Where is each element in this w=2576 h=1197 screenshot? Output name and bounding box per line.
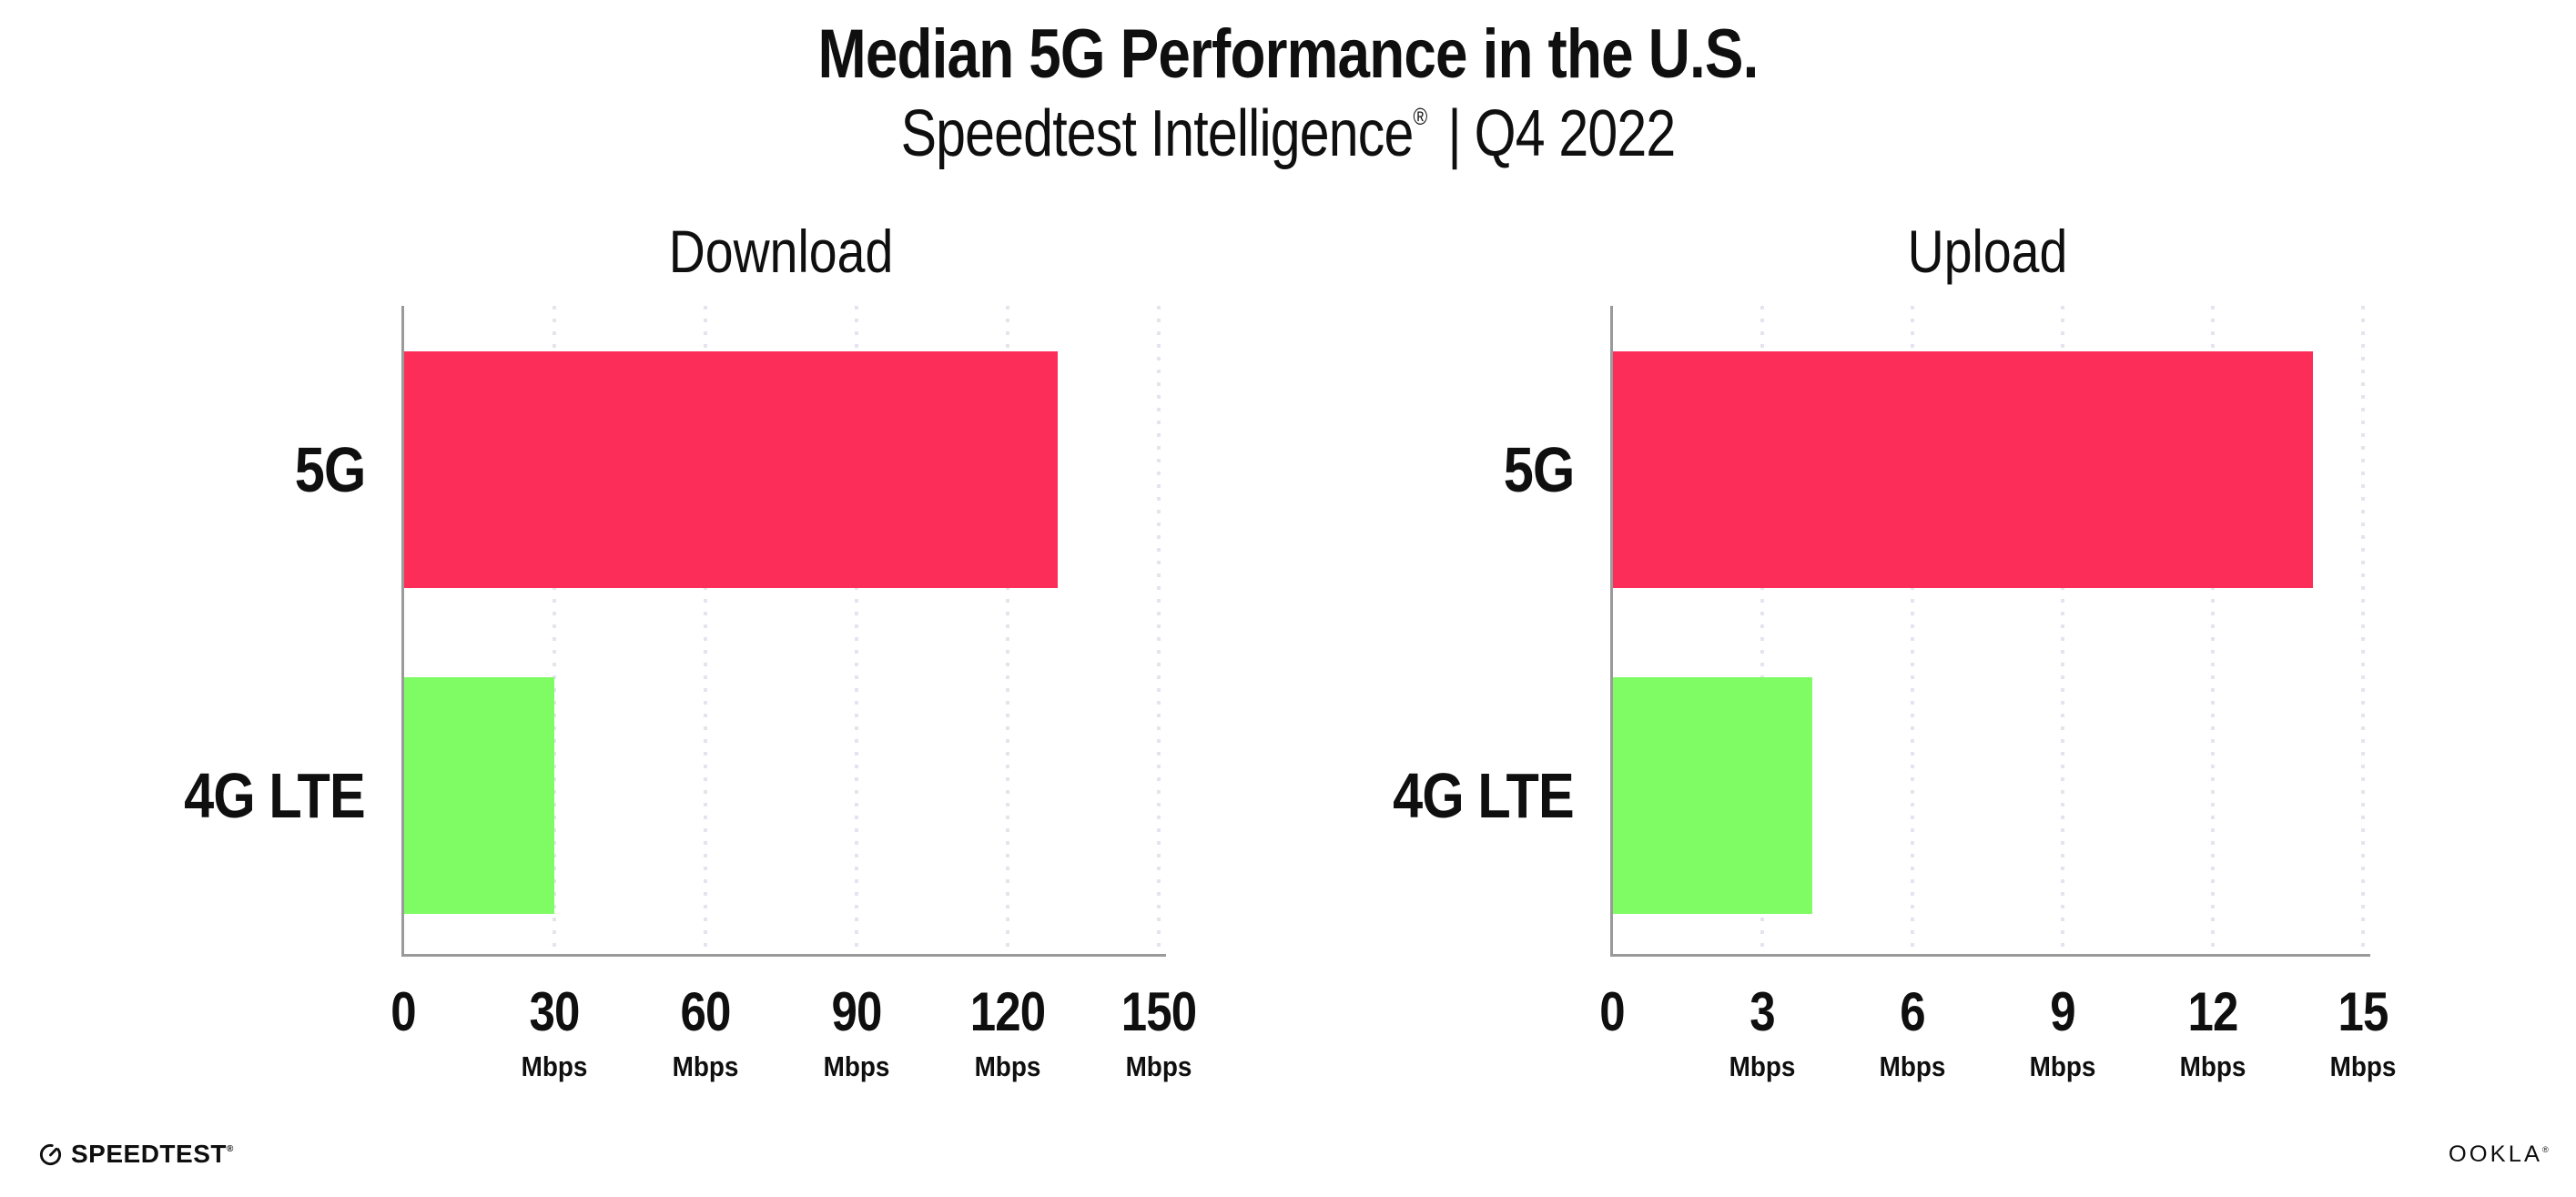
gridline-60: [704, 306, 707, 955]
speedtest-gauge-icon: [39, 1143, 61, 1165]
tick-value: 9: [2050, 981, 2075, 1042]
upload-panel-title: Upload: [1907, 218, 2068, 285]
tick-unit: Mbps: [974, 1050, 1041, 1082]
tick-value: 30: [529, 981, 580, 1042]
gridline-15: [2361, 306, 2365, 955]
tick-unit: Mbps: [1729, 1050, 1796, 1082]
tick-unit: Mbps: [2179, 1050, 2246, 1082]
tick-value: 120: [969, 981, 1046, 1042]
tick-unit: Mbps: [2029, 1050, 2096, 1082]
x-tick-9: 9 Mbps: [2026, 980, 2100, 1083]
tick-value: 60: [680, 981, 731, 1042]
tick-value: 6: [1900, 981, 1925, 1042]
tick-value: 0: [1599, 981, 1625, 1042]
gridline-3: [1760, 306, 1764, 955]
bar-row-5g: 5G: [1503, 351, 2363, 588]
bar-row-4g-lte: 4G LTE: [1393, 677, 2363, 914]
speedtest-registered-mark-icon: ®: [226, 1144, 234, 1154]
gridline-30: [553, 306, 556, 955]
gridline-120: [1006, 306, 1009, 955]
category-label-4g-lte: 4G LTE: [184, 760, 366, 831]
tick-unit: Mbps: [672, 1050, 739, 1082]
subtitle-product: Speedtest Intelligence: [900, 97, 1415, 170]
bar-5g: [403, 351, 1059, 588]
tick-unit: Mbps: [823, 1050, 890, 1082]
tick-value: 150: [1121, 981, 1197, 1042]
tick-unit: Mbps: [2329, 1050, 2397, 1082]
gridline-9: [2061, 306, 2064, 955]
page-title: Median 5G Performance in the U.S.: [817, 15, 1759, 93]
tick-value: 3: [1749, 981, 1775, 1042]
y-axis-line: [1610, 306, 1613, 957]
y-axis-line: [401, 306, 404, 957]
tick-value: 12: [2187, 981, 2238, 1042]
bar-4g-lte: [1612, 677, 1812, 914]
ookla-wordmark: OOKLA®: [2449, 1141, 2549, 1167]
x-tick-12: 12 Mbps: [2176, 980, 2250, 1083]
gridline-90: [855, 306, 858, 955]
bar-5g: [1612, 351, 2313, 588]
gridline-12: [2211, 306, 2215, 955]
download-panel-title: Download: [668, 218, 894, 285]
category-label-5g: 5G: [294, 434, 366, 505]
x-tick-0: 0: [389, 980, 418, 1043]
bar-row-5g: 5G: [294, 351, 1159, 588]
tick-unit: Mbps: [1879, 1050, 1946, 1082]
x-tick-0: 0: [1597, 980, 1627, 1043]
upload-plot-area: 0 3 Mbps 6 Mbps 9 Mbps 12 Mbps 15 Mbps 5G 4G LTE: [1393, 306, 2396, 1082]
gridline-150: [1157, 306, 1161, 955]
x-axis-line: [401, 954, 1166, 957]
bar-4g-lte: [403, 677, 554, 914]
page-subtitle: Speedtest Intelligence® | Q4 2022: [232, 96, 2345, 171]
tick-value: 90: [831, 981, 882, 1042]
ookla-logo: OOKLA®: [2449, 1141, 2549, 1168]
speedtest-wordmark: SPEEDTEST®: [71, 1140, 234, 1168]
x-tick-30: 30 Mbps: [518, 980, 592, 1083]
subtitle-period: Q4 2022: [1474, 97, 1677, 170]
x-axis-line: [1610, 954, 2370, 957]
download-plot-area: 0 30 Mbps 60 Mbps 90 Mbps 120 Mbps 150 Mbps 5G 4G LT…: [184, 306, 1197, 1082]
registered-mark-icon: ®: [1413, 103, 1428, 130]
x-tick-60: 60 Mbps: [669, 980, 743, 1083]
gridline-6: [1911, 306, 1914, 955]
category-label-5g: 5G: [1503, 434, 1575, 505]
speedtest-logo: SPEEDTEST®: [38, 1140, 234, 1169]
x-tick-3: 3 Mbps: [1726, 980, 1800, 1083]
tick-value: 0: [390, 981, 416, 1042]
ookla-registered-mark-icon: ®: [2542, 1145, 2549, 1154]
x-tick-150: 150 Mbps: [1114, 980, 1202, 1083]
x-tick-15: 15 Mbps: [2327, 980, 2400, 1083]
bar-row-4g-lte: 4G LTE: [184, 677, 1159, 914]
x-tick-120: 120 Mbps: [963, 980, 1051, 1083]
tick-unit: Mbps: [521, 1050, 588, 1082]
x-tick-90: 90 Mbps: [820, 980, 894, 1083]
tick-unit: Mbps: [1125, 1050, 1192, 1082]
tick-value: 15: [2338, 981, 2388, 1042]
x-tick-6: 6 Mbps: [1876, 980, 1950, 1083]
category-label-4g-lte: 4G LTE: [1393, 760, 1575, 831]
subtitle-separator: |: [1447, 97, 1461, 170]
